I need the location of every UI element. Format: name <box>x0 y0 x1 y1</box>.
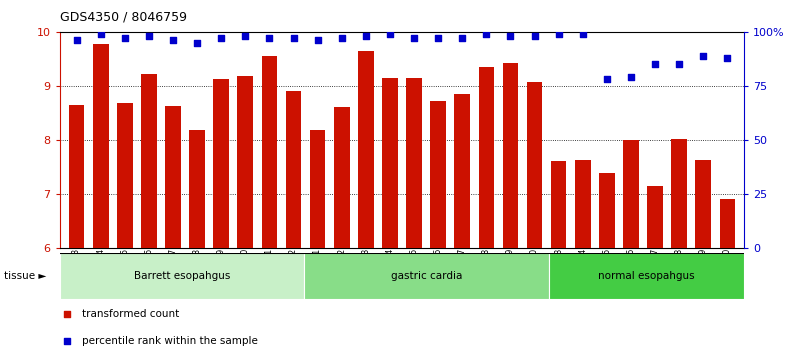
Bar <box>527 81 542 248</box>
Bar <box>671 139 687 248</box>
Text: GSM852010: GSM852010 <box>530 248 539 294</box>
Point <box>456 35 469 41</box>
Text: GSM852005: GSM852005 <box>409 248 419 294</box>
Point <box>263 35 275 41</box>
Point <box>360 33 373 39</box>
Text: GSM851994: GSM851994 <box>578 248 587 294</box>
Point <box>311 38 324 43</box>
Point <box>142 33 155 39</box>
Bar <box>93 44 108 248</box>
Bar <box>189 130 205 248</box>
Bar <box>551 161 567 248</box>
Text: GSM851991: GSM851991 <box>265 248 274 294</box>
Text: GSM852001: GSM852001 <box>313 248 322 294</box>
Point <box>191 40 204 45</box>
Bar <box>68 105 84 248</box>
Point <box>625 74 638 80</box>
Text: GSM851983: GSM851983 <box>72 248 81 294</box>
Text: GSM852007: GSM852007 <box>458 248 466 294</box>
Bar <box>117 103 133 248</box>
Bar <box>455 94 470 248</box>
Text: GDS4350 / 8046759: GDS4350 / 8046759 <box>60 11 187 24</box>
Bar <box>262 56 277 248</box>
Bar <box>165 106 181 248</box>
Point <box>697 53 710 58</box>
Text: GSM852002: GSM852002 <box>338 248 346 294</box>
Text: Barrett esopahgus: Barrett esopahgus <box>134 271 230 281</box>
Text: GSM852004: GSM852004 <box>385 248 395 294</box>
Point <box>576 31 589 37</box>
Point <box>119 35 131 41</box>
Point <box>458 204 470 210</box>
Bar <box>575 160 591 248</box>
Bar <box>286 91 302 248</box>
Point <box>673 61 685 67</box>
Point <box>94 31 107 37</box>
Bar <box>647 186 663 248</box>
Text: GSM852006: GSM852006 <box>434 248 443 294</box>
Text: GSM851988: GSM851988 <box>193 248 201 294</box>
Bar <box>502 63 518 248</box>
Text: tissue ►: tissue ► <box>4 271 46 281</box>
Text: GSM852000: GSM852000 <box>723 248 732 294</box>
Bar <box>334 108 349 248</box>
Point <box>504 33 517 39</box>
Point <box>480 31 493 37</box>
Bar <box>623 140 639 248</box>
Point <box>215 35 228 41</box>
Point <box>408 35 420 41</box>
Text: GSM851995: GSM851995 <box>603 248 611 294</box>
Bar <box>237 76 253 248</box>
Text: GSM851985: GSM851985 <box>120 248 129 294</box>
Point <box>70 38 83 43</box>
Text: GSM851992: GSM851992 <box>289 248 298 294</box>
Bar <box>60 253 304 299</box>
Text: GSM851989: GSM851989 <box>217 248 226 294</box>
Text: GSM851993: GSM851993 <box>554 248 563 294</box>
Bar <box>599 173 615 248</box>
Text: GSM851990: GSM851990 <box>241 248 250 294</box>
Bar <box>720 199 736 248</box>
Text: GSM851984: GSM851984 <box>96 248 105 294</box>
Bar <box>548 253 744 299</box>
Text: GSM851986: GSM851986 <box>144 248 154 294</box>
Bar <box>213 79 229 248</box>
Point <box>600 76 613 82</box>
Text: GSM851996: GSM851996 <box>626 248 635 294</box>
Text: GSM851999: GSM851999 <box>699 248 708 294</box>
Text: GSM851987: GSM851987 <box>169 248 178 294</box>
Bar <box>478 68 494 248</box>
Bar <box>141 74 157 248</box>
Bar <box>382 78 398 248</box>
Text: GSM852008: GSM852008 <box>482 248 491 294</box>
Text: GSM851997: GSM851997 <box>650 248 660 294</box>
Bar <box>358 51 373 248</box>
Point <box>529 33 541 39</box>
Text: GSM851998: GSM851998 <box>675 248 684 294</box>
Bar <box>406 78 422 248</box>
Bar <box>310 130 326 248</box>
Bar <box>304 253 548 299</box>
Point <box>166 38 179 43</box>
Text: normal esopahgus: normal esopahgus <box>598 271 695 281</box>
Point <box>552 31 565 37</box>
Point <box>384 31 396 37</box>
Point <box>335 35 348 41</box>
Text: GSM852009: GSM852009 <box>506 248 515 294</box>
Point <box>649 61 661 67</box>
Bar <box>696 160 711 248</box>
Point <box>287 35 300 41</box>
Point <box>721 55 734 61</box>
Text: transformed count: transformed count <box>82 309 180 320</box>
Text: percentile rank within the sample: percentile rank within the sample <box>82 336 258 346</box>
Bar <box>431 101 446 248</box>
Point <box>239 33 252 39</box>
Text: gastric cardia: gastric cardia <box>391 271 462 281</box>
Point <box>431 35 444 41</box>
Text: GSM852003: GSM852003 <box>361 248 370 294</box>
